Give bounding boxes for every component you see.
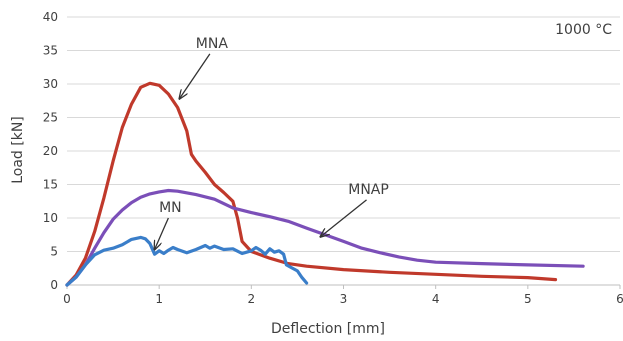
x-tick-label: 6 xyxy=(616,292,623,306)
series-line-mnap xyxy=(65,188,585,287)
annotations: MNA MNAP MN xyxy=(155,36,389,250)
axes: 0 5 10 15 20 25 30 35 40 0 1 2 3 4 5 6 xyxy=(43,10,623,306)
series-lines xyxy=(65,81,585,287)
y-tick-label: 10 xyxy=(43,211,58,225)
y-tick-label: 35 xyxy=(43,44,58,58)
annotation-label-mnap: MNAP xyxy=(348,182,389,198)
x-tick-label: 4 xyxy=(432,292,440,306)
y-axis-label: Load [kN] xyxy=(10,116,26,184)
annotation-arrow-mn xyxy=(155,217,169,249)
y-tick-label: 40 xyxy=(43,10,58,24)
series-line-mn xyxy=(65,235,309,287)
x-tick-label: 1 xyxy=(155,292,163,306)
annotation-arrow-mna xyxy=(179,53,211,99)
chart-title: 1000 °C xyxy=(555,22,612,38)
x-tick-label: 0 xyxy=(63,292,71,306)
series-line-mna xyxy=(65,81,558,287)
y-tick-label: 15 xyxy=(43,178,58,192)
x-tick-label: 2 xyxy=(248,292,256,306)
annotation-label-mn: MN xyxy=(159,200,182,216)
y-tick-label: 30 xyxy=(43,77,58,91)
x-axis-label: Deflection [mm] xyxy=(271,321,385,337)
y-tick-label: 5 xyxy=(50,245,58,259)
annotation-label-mna: MNA xyxy=(196,36,229,52)
y-tick-label: 25 xyxy=(43,111,58,125)
y-tick-label: 20 xyxy=(43,144,58,158)
annotation-arrow-mnap xyxy=(320,199,367,237)
gridlines xyxy=(67,16,620,252)
y-tick-label: 0 xyxy=(50,278,58,292)
axis-labels: Deflection [mm] Load [kN] 1000 °C xyxy=(10,22,612,337)
x-tick-label: 3 xyxy=(340,292,348,306)
x-tick-label: 5 xyxy=(524,292,532,306)
